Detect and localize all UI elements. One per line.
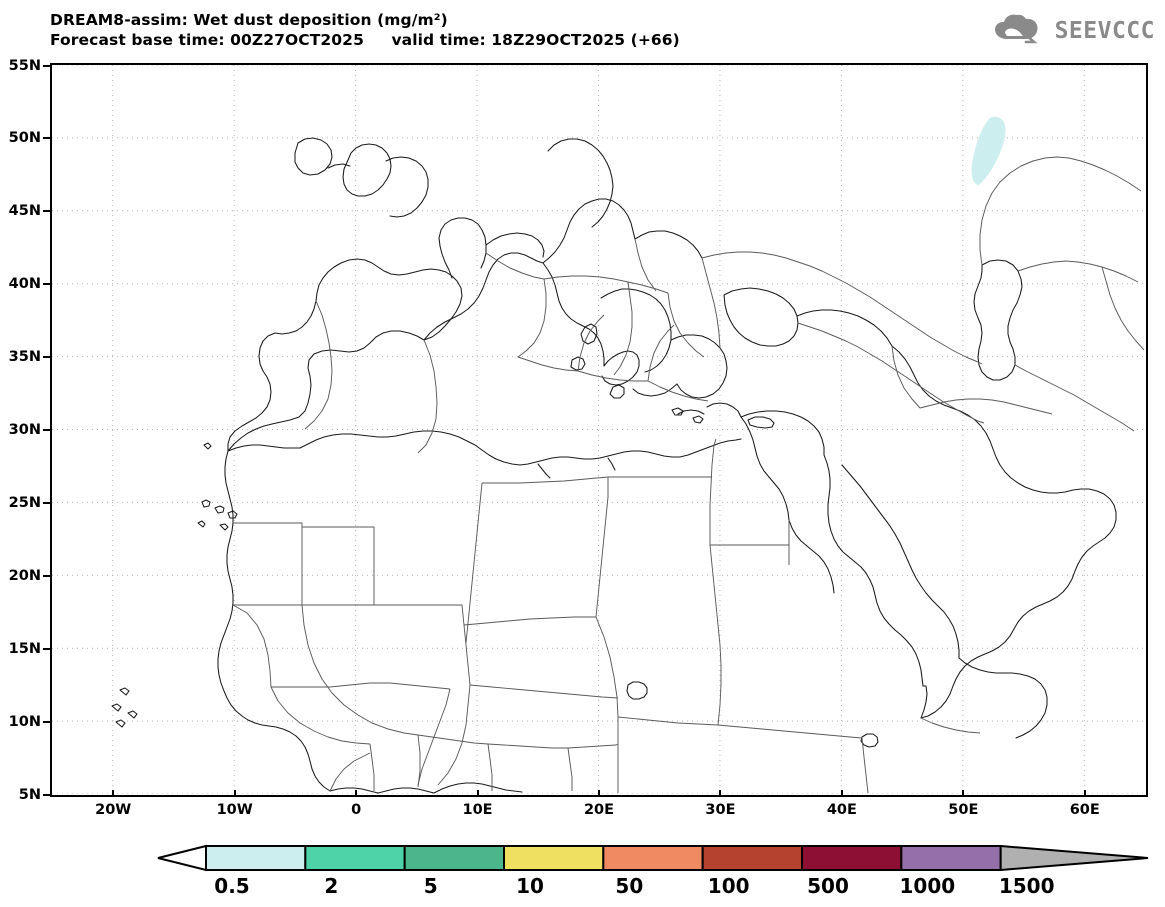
- y-axis-tick: [43, 793, 50, 796]
- y-axis-label: 45N: [8, 203, 41, 220]
- y-axis-tick: [43, 501, 50, 504]
- x-axis-tick: [476, 790, 479, 797]
- y-axis-tick: [43, 210, 50, 213]
- colorbar-over-arrow: [999, 844, 1149, 872]
- y-axis-label: 30N: [8, 422, 41, 438]
- colorbar-segment[interactable]: [801, 845, 903, 871]
- forecast-time-line: Forecast base time: 00Z27OCT2025 valid t…: [50, 31, 680, 49]
- x-axis-tick: [233, 790, 236, 797]
- y-axis-tick: [43, 574, 50, 577]
- x-axis-label: 40E: [826, 802, 857, 818]
- x-axis: 20W 10W 0 10E 20E 30E 40E 50E 60E: [50, 790, 1148, 827]
- cloud-icon: [993, 13, 1049, 49]
- y-axis: 5N 10N 15N 20N 25N 30N 35N 40N 45N 50N 55N: [0, 58, 50, 803]
- x-axis-tick: [719, 790, 722, 797]
- colorbar-tick-labels: 0.5 2 5 10 50 100 500 1000 1500: [0, 874, 1165, 904]
- colorbar-tick-label: 500: [807, 874, 849, 898]
- colorbar-tick-label: 2: [324, 874, 339, 898]
- colorbar-tick-label: 10: [516, 874, 544, 898]
- y-axis-label: 55N: [8, 57, 41, 74]
- gridlines: [52, 65, 1145, 794]
- y-axis-tick: [43, 429, 50, 431]
- x-axis-tick: [112, 790, 115, 797]
- coastlines: [111, 137, 1117, 794]
- colorbar-svg: [157, 844, 1149, 872]
- y-axis-tick: [43, 720, 50, 723]
- y-axis-label: 35N: [8, 349, 41, 366]
- x-axis-label: 20E: [583, 802, 615, 818]
- header: DREAM8-assim: Wet dust deposition (mg/m²…: [0, 0, 1165, 60]
- colorbar-tick-label: 1000: [899, 874, 956, 898]
- colorbar-tick-label: 50: [615, 874, 644, 898]
- x-axis-label: 20W: [95, 802, 132, 818]
- country-borders: [232, 156, 1145, 794]
- y-axis-tick: [43, 356, 50, 359]
- colorbar-tick-label: 1500: [998, 874, 1055, 898]
- y-axis-tick: [43, 647, 50, 650]
- colorbar-tick-label: 5: [423, 874, 438, 898]
- y-axis-label: 5N: [18, 786, 41, 803]
- x-axis-label: 10W: [216, 802, 253, 818]
- y-axis-label: 50N: [8, 130, 41, 147]
- logo-text: SEEVCCC: [1054, 18, 1155, 44]
- y-axis-label: 10N: [8, 713, 41, 730]
- x-axis-label: 10E: [462, 802, 493, 818]
- colorbar-under-arrow: [157, 844, 207, 872]
- deposition-patch: [971, 116, 1006, 186]
- map-plot-area[interactable]: [50, 63, 1148, 797]
- y-axis-label: 40N: [8, 276, 41, 293]
- seevccc-logo: SEEVCCC: [993, 14, 1155, 48]
- colorbar-segment[interactable]: [602, 845, 704, 871]
- y-axis-tick: [43, 283, 50, 286]
- y-axis-label: 15N: [8, 640, 41, 657]
- page-title: DREAM8-assim: Wet dust deposition (mg/m²…: [50, 11, 448, 29]
- x-axis-label: 60E: [1069, 802, 1100, 818]
- colorbar-segment[interactable]: [304, 845, 406, 871]
- colorbar-tick-label: 100: [707, 874, 750, 898]
- colorbar-tick-label: 0.5: [214, 874, 250, 898]
- map-svg: [52, 65, 1145, 794]
- x-axis-label: 30E: [705, 802, 736, 818]
- colorbar-segment[interactable]: [205, 845, 307, 871]
- x-axis-tick: [598, 790, 600, 797]
- colorbar-segment[interactable]: [503, 845, 605, 871]
- y-axis-tick: [43, 137, 50, 140]
- colorbar[interactable]: 0.5 2 5 10 50 100 500 1000 1500: [0, 840, 1165, 907]
- x-axis-label: 0: [351, 802, 362, 818]
- x-axis-tick: [355, 790, 358, 797]
- x-axis-label: 50E: [948, 802, 979, 818]
- x-axis-tick: [1083, 790, 1086, 797]
- colorbar-segment[interactable]: [900, 845, 1002, 871]
- colorbar-segment[interactable]: [701, 845, 804, 871]
- map-canvas: [52, 65, 1146, 795]
- x-axis-tick: [840, 790, 843, 797]
- colorbar-segment[interactable]: [403, 845, 505, 871]
- y-axis-tick: [43, 64, 50, 67]
- y-axis-label: 20N: [8, 567, 41, 584]
- x-axis-tick: [962, 790, 965, 797]
- data-contours: [971, 116, 1006, 186]
- y-axis-label: 25N: [8, 494, 41, 511]
